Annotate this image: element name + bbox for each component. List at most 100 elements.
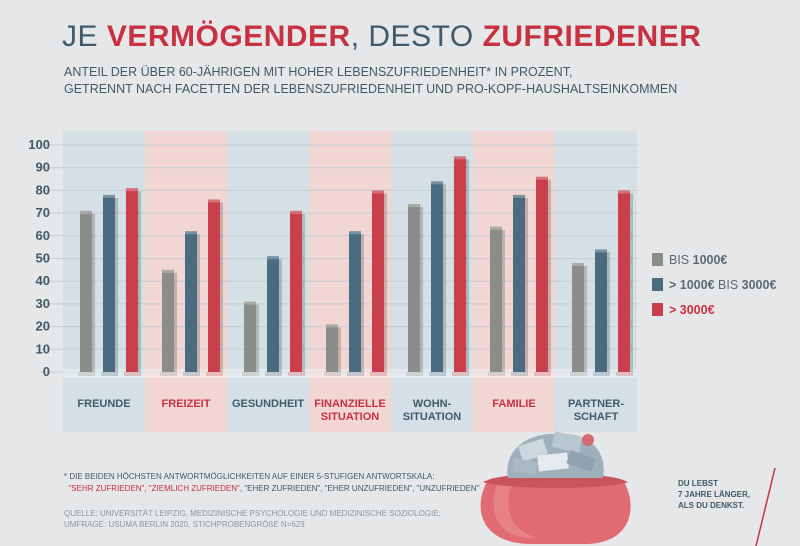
category-label: FREUNDE — [77, 398, 130, 410]
bar — [244, 301, 256, 372]
bar-highlight — [349, 231, 361, 235]
bar-highlight — [162, 269, 174, 273]
slogan: DU LEBST 7 JAHRE LÄNGER, ALS DU DENKST. — [678, 478, 750, 511]
bar-depth — [115, 197, 118, 372]
bar-depth — [279, 259, 282, 372]
y-tick-label: 90 — [36, 160, 50, 175]
slogan-line-3: ALS DU DENKST. — [678, 501, 745, 510]
slogan-line-2: 7 JAHRE LÄNGER, — [678, 490, 751, 499]
bar-depth — [220, 202, 223, 372]
bar-depth — [361, 234, 364, 372]
bar-reflection — [452, 372, 469, 376]
bar-depth — [502, 229, 505, 372]
chart-subtitle: ANTEIL DER ÜBER 60-JÄHRIGEN MIT HOHER LE… — [64, 64, 677, 98]
bar — [408, 204, 420, 372]
legend-item-low: BIS 1000€ — [652, 247, 776, 272]
bar-reflection — [160, 372, 177, 376]
bar-highlight — [454, 156, 466, 160]
bar-depth — [630, 193, 633, 372]
bar-reflection — [570, 372, 587, 376]
legend-label-low: BIS 1000€ — [669, 252, 728, 267]
bar — [208, 199, 220, 372]
legend-item-high: > 3000€ — [652, 297, 776, 322]
bar-highlight — [126, 188, 138, 192]
bar-reflection — [242, 372, 259, 376]
bar-highlight — [572, 263, 584, 267]
legend-label-mid: > 1000€ BIS 3000€ — [669, 277, 777, 292]
money-bag-illustration — [480, 431, 631, 544]
bar-depth — [174, 272, 177, 372]
source-note: QUELLE: UNIVERSITÄT LEIPZIG, MEDIZINISCH… — [64, 508, 441, 530]
title-part-3: , DESTO — [350, 20, 483, 53]
bar-depth — [466, 159, 469, 372]
bar-reflection — [324, 372, 341, 376]
source-line-2: UMFRAGE: USUMA BERLIN 2020, STICHPROBENG… — [64, 520, 305, 529]
legend: BIS 1000€ > 1000€ BIS 3000€ > 3000€ — [652, 247, 776, 322]
subtitle-line-1: ANTEIL DER ÜBER 60-JÄHRIGEN MIT HOHER LE… — [64, 65, 573, 79]
category-label: FAMILIE — [492, 398, 535, 410]
bar-depth — [607, 252, 610, 372]
bar — [80, 210, 92, 372]
bar-depth — [138, 191, 141, 372]
bar-depth — [302, 213, 305, 372]
y-tick-label: 70 — [36, 205, 50, 220]
bar — [372, 190, 384, 372]
bar-reflection — [488, 372, 505, 376]
bar-reflection — [429, 372, 446, 376]
bar-highlight — [290, 210, 302, 214]
bar-highlight — [372, 190, 384, 194]
y-tick-label: 50 — [36, 251, 50, 266]
bar — [536, 176, 548, 372]
bar-reflection — [534, 372, 551, 376]
subtitle-line-2: GETRENNT NACH FACETTEN DER LEBENSZUFRIED… — [64, 82, 678, 96]
bar-reflection — [347, 372, 364, 376]
bar — [595, 249, 607, 372]
bar-highlight — [208, 199, 220, 203]
title-highlight-2: ZUFRIEDENER — [482, 20, 702, 53]
bar-reflection — [288, 372, 305, 376]
category-label: SCHAFT — [574, 411, 619, 423]
bar-depth — [338, 327, 341, 372]
bar-reflection — [124, 372, 141, 376]
legend-item-mid: > 1000€ BIS 3000€ — [652, 272, 776, 297]
bar-highlight — [536, 176, 548, 180]
bar-highlight — [267, 256, 279, 260]
y-tick-label: 40 — [36, 273, 50, 288]
bar-highlight — [431, 181, 443, 185]
bar-reflection — [593, 372, 610, 376]
bar-reflection — [370, 372, 387, 376]
slogan-line-1: DU LEBST — [678, 479, 718, 488]
bar-reflection — [511, 372, 528, 376]
y-tick-label: 60 — [36, 228, 50, 243]
bar — [103, 194, 115, 372]
legend-swatch-red — [652, 303, 663, 316]
bar — [490, 226, 502, 372]
bar-reflection — [78, 372, 95, 376]
bar-depth — [92, 213, 95, 372]
footnote-line-1: * DIE BEIDEN HÖCHSTEN ANTWORTMÖGLICHKEIT… — [64, 472, 435, 481]
y-tick-label: 100 — [28, 137, 50, 152]
category-label: FREIZEIT — [162, 398, 211, 410]
category-label: PARTNER- — [568, 398, 624, 410]
y-tick-label: 10 — [36, 341, 50, 356]
category-label: FINANZIELLE — [314, 398, 386, 410]
bar — [618, 190, 630, 372]
footnote-line-2: "SEHR ZUFRIEDEN", "ZIEMLICH ZUFRIEDEN", … — [68, 484, 480, 493]
bar-depth — [384, 193, 387, 372]
chart-title: JE VERMÖGENDER, DESTO ZUFRIEDENER — [62, 20, 701, 54]
bar-highlight — [185, 231, 197, 235]
bar — [185, 231, 197, 372]
bar-reflection — [616, 372, 633, 376]
bar-highlight — [103, 194, 115, 198]
bar-reflection — [406, 372, 423, 376]
y-tick-label: 30 — [36, 296, 50, 311]
bar — [513, 194, 525, 372]
legend-label-high: > 3000€ — [669, 302, 715, 317]
bar-depth — [584, 266, 587, 372]
title-highlight-1: VERMÖGENDER — [106, 20, 351, 53]
bar — [162, 269, 174, 372]
bar-depth — [548, 179, 551, 372]
bar-depth — [256, 304, 259, 372]
